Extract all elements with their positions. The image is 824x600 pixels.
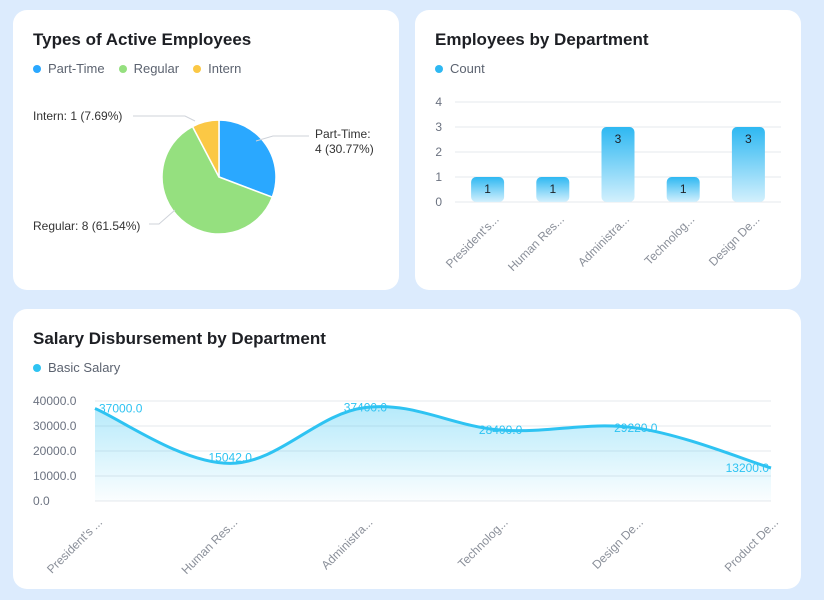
salary-xtick-product-de: Product De... — [722, 515, 781, 574]
employee-types-legend: Part-Time Regular Intern — [33, 61, 255, 76]
bar-ytick-2: 2 — [435, 145, 442, 159]
bar-xtick-technolog: Technolog... — [642, 212, 698, 268]
bar-administra[interactable] — [601, 127, 635, 202]
bar-chart: 0 1 2 3 4 1 1 3 1 3 President's... Human Res... Ad… — [435, 95, 781, 274]
pie-label-part-time-line1: Part-Time: — [315, 127, 371, 141]
line-ytick-20000-0: 20000.0 — [33, 444, 77, 458]
employees-by-department-legend: Count — [435, 61, 499, 76]
employee-types-title: Types of Active Employees — [33, 30, 252, 49]
legend-label-intern: Intern — [208, 61, 242, 76]
pie-chart: Part-Time: 4 (30.77%) Regular: 8 (61.54%… — [33, 109, 374, 235]
employees-by-department-card: Employees by Department Count 0 1 2 3 4 1 1 3 1… — [415, 10, 801, 290]
bar-value-label-president-s: 1 — [484, 182, 491, 196]
legend-item-regular[interactable]: Regular — [118, 61, 180, 76]
employees-by-department-title: Employees by Department — [435, 30, 649, 49]
salary-xtick-design-de: Design De... — [589, 515, 646, 572]
salary-value-label-human-res: 15042.0 — [209, 450, 253, 464]
bar-design-de[interactable] — [731, 127, 765, 202]
line-ytick-10000-0: 10000.0 — [33, 469, 77, 483]
legend-label-part-time: Part-Time — [48, 61, 105, 76]
bar-technolog[interactable] — [666, 177, 700, 202]
bar-xtick-design-de: Design De... — [706, 212, 763, 269]
bar-xtick-administra: Administra... — [575, 212, 632, 269]
legend-dot-count — [435, 64, 443, 73]
legend-label-basic-salary: Basic Salary — [48, 360, 121, 375]
salary-value-label-design-de: 29220.0 — [614, 421, 658, 435]
leader-line-intern — [133, 115, 196, 122]
line-ytick-40000-0: 40000.0 — [33, 394, 77, 408]
legend-dot-part-time — [33, 64, 41, 73]
bar-value-label-human-res: 1 — [549, 182, 556, 196]
legend-item-basic-salary[interactable]: Basic Salary — [33, 360, 120, 375]
salary-area-fill — [95, 406, 771, 501]
bar-human-res[interactable] — [536, 177, 570, 202]
legend-item-count[interactable]: Count — [435, 61, 485, 76]
legend-item-intern[interactable]: Intern — [193, 61, 241, 76]
salary-disbursement-legend: Basic Salary — [33, 360, 134, 375]
salary-xtick-human-res: Human Res... — [179, 515, 241, 577]
pie-label-regular: Regular: 8 (61.54%) — [33, 219, 140, 233]
line-ytick-30000-0: 30000.0 — [33, 419, 77, 433]
legend-dot-intern — [193, 64, 202, 73]
salary-disbursement-card: Salary Disbursement by Department Basic … — [13, 309, 801, 589]
pie-slice-regular[interactable] — [161, 125, 274, 235]
salary-line-chart: 0.0 10000.0 20000.0 30000.0 40000.0 37000.0 1… — [33, 394, 781, 577]
salary-disbursement-title: Salary Disbursement by Department — [33, 329, 326, 348]
bar-ytick-1: 1 — [435, 170, 442, 184]
bar-ytick-3: 3 — [435, 120, 442, 134]
bar-value-label-administra: 3 — [615, 132, 622, 146]
bar-ytick-4: 4 — [435, 95, 442, 109]
bar-value-label-design-de: 3 — [745, 132, 752, 146]
pie-label-intern: Intern: 1 (7.69%) — [33, 109, 122, 123]
salary-xtick-administra: Administra... — [318, 515, 375, 572]
salary-value-label-president-s: 37000.0 — [99, 402, 143, 416]
salary-value-label-administra: 37400.0 — [344, 401, 388, 415]
bar-value-label-technolog: 1 — [680, 182, 687, 196]
salary-value-label-product-de: 13200.0 — [726, 461, 770, 475]
bar-president-s[interactable] — [471, 177, 505, 202]
employee-types-card: Types of Active Employees Part-Time Regu… — [13, 10, 399, 290]
salary-xtick-technolog: Technolog... — [455, 515, 511, 571]
legend-dot-basic-salary — [33, 363, 41, 372]
legend-item-part-time[interactable]: Part-Time — [33, 61, 105, 76]
salary-value-label-technolog: 28400.0 — [479, 423, 523, 437]
bar-xtick-president-s: President's... — [443, 212, 502, 271]
pie-slice-intern[interactable] — [191, 119, 220, 178]
legend-dot-regular — [118, 64, 127, 73]
line-ytick-0-0: 0.0 — [33, 494, 50, 508]
bar-xtick-human-res: Human Res... — [505, 212, 567, 274]
bar-ytick-0: 0 — [435, 195, 442, 209]
pie-label-part-time-line2: 4 (30.77%) — [315, 142, 374, 156]
legend-label-regular: Regular — [133, 61, 180, 76]
legend-label-count: Count — [450, 61, 485, 76]
salary-series-line[interactable] — [94, 405, 772, 470]
leader-line-regular — [149, 209, 176, 225]
salary-xtick-president-s: President's ... — [44, 515, 105, 576]
leader-line-part-time — [255, 135, 309, 142]
